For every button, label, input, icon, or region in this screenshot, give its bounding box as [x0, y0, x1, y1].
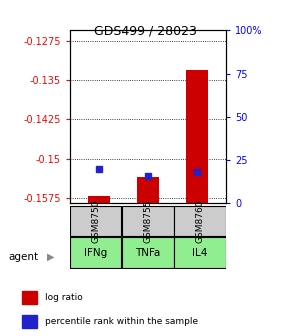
- Bar: [175, 237, 226, 268]
- Bar: [22, 315, 37, 328]
- Text: GSM8750: GSM8750: [91, 200, 100, 243]
- Bar: [70, 237, 121, 268]
- Bar: [122, 206, 173, 236]
- Text: agent: agent: [9, 252, 39, 262]
- Text: ▶: ▶: [47, 252, 55, 262]
- Text: log ratio: log ratio: [45, 293, 82, 302]
- Bar: [175, 206, 226, 236]
- Bar: [137, 177, 159, 203]
- Text: percentile rank within the sample: percentile rank within the sample: [45, 317, 198, 326]
- Text: TNFa: TNFa: [135, 248, 161, 257]
- Text: GSM8760: GSM8760: [195, 200, 205, 243]
- Text: GDS499 / 28023: GDS499 / 28023: [94, 24, 196, 37]
- Bar: [22, 291, 37, 304]
- Text: IL4: IL4: [192, 248, 208, 257]
- Bar: [186, 70, 208, 203]
- Text: GSM8755: GSM8755: [143, 200, 153, 243]
- Bar: [122, 237, 173, 268]
- Bar: [88, 197, 110, 203]
- Bar: [70, 206, 121, 236]
- Text: IFNg: IFNg: [84, 248, 107, 257]
